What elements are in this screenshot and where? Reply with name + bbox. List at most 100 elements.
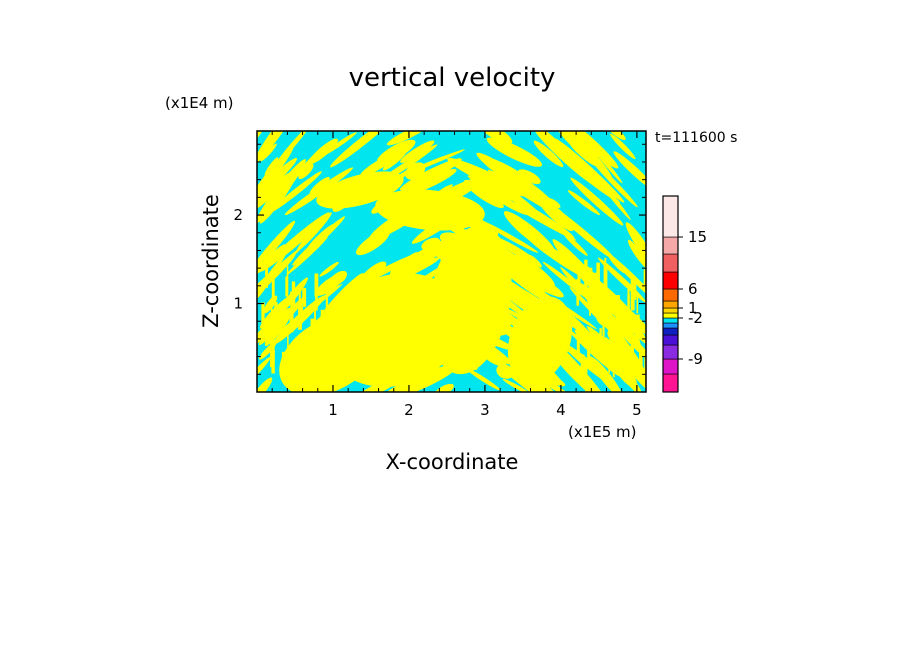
field-streak [557,131,596,163]
field-streak [376,178,393,190]
field-streak [527,301,572,340]
field-striation [603,266,608,298]
colorbar-segment [662,317,679,324]
field-striation [324,349,328,385]
x-tick-label: 5 [632,401,642,419]
field-striation [636,294,639,314]
field-streak [400,140,435,163]
field-striation [271,350,275,374]
x-axis: 1 2 3 4 5 [271,131,642,419]
field-streak [385,340,459,374]
field-striation [265,260,268,288]
field-streak [397,168,457,198]
field-streak [332,192,354,212]
colorbar-segment [662,195,679,238]
field-striation [639,350,642,369]
field-streak [257,172,293,211]
field-streak [464,179,504,209]
field-striation [272,271,275,301]
field-streak [339,267,381,299]
field-streak [360,150,402,177]
field-striation [612,356,615,378]
field-streak [362,384,378,392]
field-streak [589,356,624,392]
field-streak [561,158,621,204]
field-streak [430,198,499,236]
x-axis-label: X-coordinate [386,450,519,474]
field-streak [344,289,384,326]
field-streak [483,298,549,349]
field-streak [411,202,474,244]
field-streak [610,133,636,160]
field-streak [547,203,616,261]
field-streak [484,310,511,329]
field-striation [580,354,585,378]
field-streak [371,199,390,214]
colorbar-segment [662,271,679,290]
field-streak [273,131,311,169]
colorbar-segment [662,236,679,255]
field-streak [292,216,346,266]
field-streak [573,133,613,180]
field-streak [381,364,457,392]
field-striation [634,281,637,300]
colorbar-segment [662,288,679,302]
field-striation [616,295,620,330]
field-streak [362,164,417,205]
field-streak [587,300,641,345]
field-streak [596,315,610,328]
field-streak [552,239,616,307]
x-tick-label: 4 [556,401,566,419]
field-streak [604,337,646,392]
field-striation [281,317,284,334]
field-streak [513,178,527,189]
colorbar-segment [662,312,679,319]
field-streak [570,177,624,226]
field-streak [434,383,454,392]
field-streak [480,220,539,253]
field-streak [454,355,478,370]
field-streak [519,278,597,330]
field-streak [321,334,390,388]
colorbar-segment [662,373,679,393]
field-striation [261,302,265,324]
field-striation [584,259,588,289]
field-striation [310,318,315,349]
x-tick-label: 2 [404,401,414,419]
field-striation [599,328,602,352]
field-streak [298,163,314,180]
field-streak [563,233,588,256]
field-striation [627,288,630,317]
field-striation [289,308,294,333]
colorbar-segment [662,344,679,360]
colorbar-tick-label: 6 [688,280,698,298]
field-streak [367,144,438,192]
field-streak [537,197,574,232]
field-streak [257,157,298,201]
field-streak [531,362,559,389]
field-streak [402,306,460,345]
field-streak [533,140,564,168]
field-streak [567,190,600,216]
field-striation [608,311,612,326]
field-striation [576,328,580,360]
field-streak [257,220,296,275]
field-striation [589,278,594,303]
field-striation [315,281,318,311]
field-streak [618,372,634,388]
field-streak [257,356,271,386]
colorbar-segment [662,334,679,346]
field-streak [462,286,483,299]
field-streak [497,361,566,392]
field-striation [290,291,294,312]
field-striation [636,314,640,345]
field-streak [264,157,279,176]
colorbar-segment [662,322,679,329]
field-streak [330,131,395,168]
field-streak [399,158,462,191]
field-striation [285,276,288,297]
x-tick-label: 1 [328,401,338,419]
field-striation [587,336,591,365]
field-striation [325,280,328,314]
